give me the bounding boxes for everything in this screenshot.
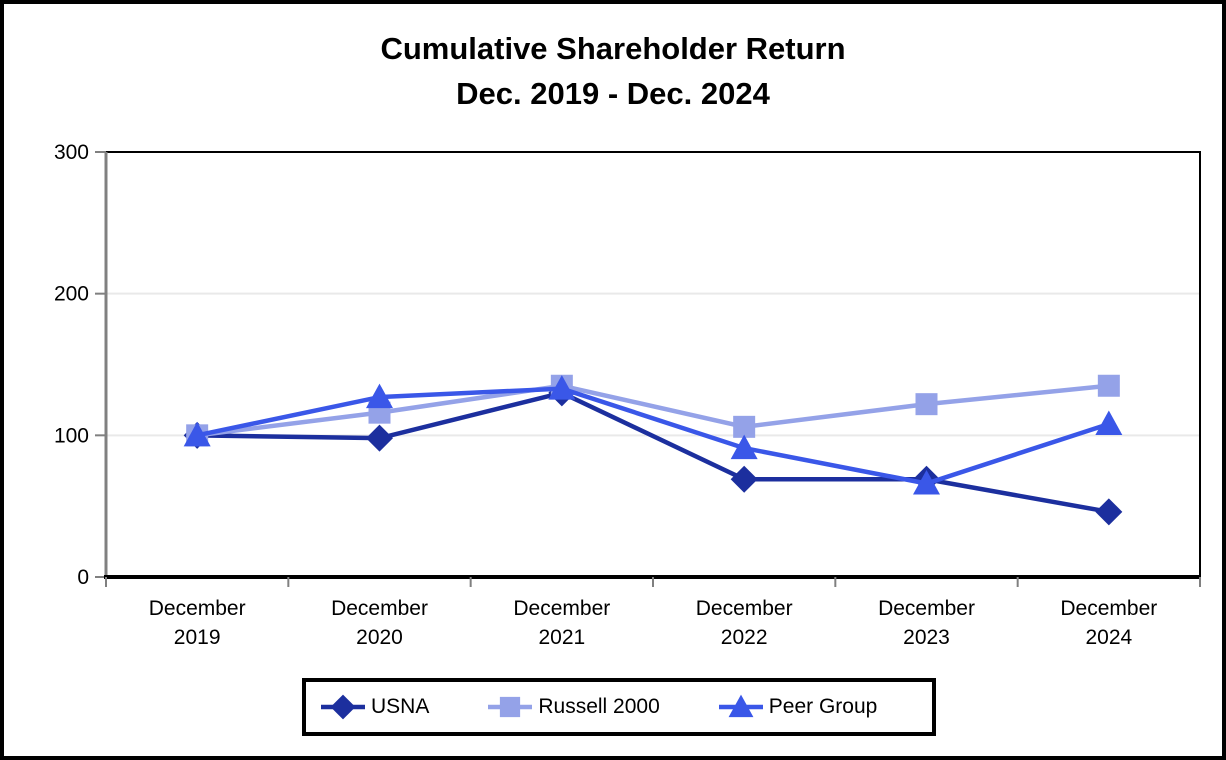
- chart-title-line2: Dec. 2019 - Dec. 2024: [456, 76, 770, 111]
- x-tick-label: December 2024: [1060, 597, 1157, 649]
- series-usna: [183, 379, 1123, 526]
- data-point-peer-group: [548, 375, 576, 400]
- data-point-russell-2000: [733, 415, 756, 438]
- legend-glyph-svg: [321, 694, 365, 720]
- peer-group-triangle-marker-icon: [718, 692, 764, 722]
- x-tick-label: December 2023: [878, 597, 975, 649]
- usna-diamond-marker-icon: [320, 692, 366, 722]
- x-tick-label: December 2021: [513, 597, 610, 649]
- legend-glyph-svg: [488, 696, 533, 718]
- data-point-russell-2000: [915, 393, 938, 416]
- data-point-russell-2000: [1097, 374, 1120, 397]
- legend-label-russell-2000: Russell 2000: [538, 695, 660, 718]
- plot-border: [105, 151, 1201, 578]
- y-tick-label: 0: [77, 566, 89, 589]
- data-point-peer-group: [730, 434, 758, 460]
- y-tick-label: 300: [54, 141, 89, 164]
- data-point-peer-group: [366, 383, 393, 409]
- x-tick-label: December 2019: [149, 597, 246, 649]
- legend-glyph-svg: [718, 694, 763, 718]
- legend-marker: [500, 696, 521, 718]
- chart-title-line1: Cumulative Shareholder Return: [380, 31, 846, 66]
- series-peer-group: [183, 375, 1123, 495]
- data-point-usna: [366, 424, 393, 452]
- legend-item-peer-group: Peer Group: [718, 692, 878, 722]
- series-line-peer-group: [196, 386, 1110, 486]
- legend-label-usna: USNA: [371, 695, 430, 718]
- legend-marker: [330, 694, 356, 720]
- y-tick-label: 100: [54, 424, 89, 447]
- series-line-usna: [197, 390, 1110, 515]
- x-tick-label: December 2022: [696, 597, 793, 649]
- legend-marker: [728, 694, 754, 718]
- chart-title: Cumulative Shareholder Return Dec. 2019 …: [4, 26, 1222, 116]
- data-point-peer-group: [183, 421, 211, 447]
- plot-area: 0 100 200 300 December 2019 December 2020 Decemb…: [54, 141, 1201, 649]
- russell-2000-square-marker-icon: [487, 692, 533, 722]
- legend-label-peer-group: Peer Group: [768, 695, 878, 718]
- data-point-usna: [1095, 498, 1123, 526]
- legend-item-russell-2000: Russell 2000: [487, 692, 660, 722]
- x-tick-label: December 2020: [331, 597, 428, 649]
- data-point-usna: [730, 465, 758, 493]
- data-point-peer-group: [1095, 410, 1123, 435]
- legend: USNA Russell 2000 Peer Group: [302, 678, 936, 736]
- data-point-peer-group: [913, 470, 940, 495]
- series-line-russell-2000: [196, 383, 1110, 438]
- legend-item-usna: USNA: [320, 692, 429, 722]
- y-tick-label: 200: [54, 283, 89, 306]
